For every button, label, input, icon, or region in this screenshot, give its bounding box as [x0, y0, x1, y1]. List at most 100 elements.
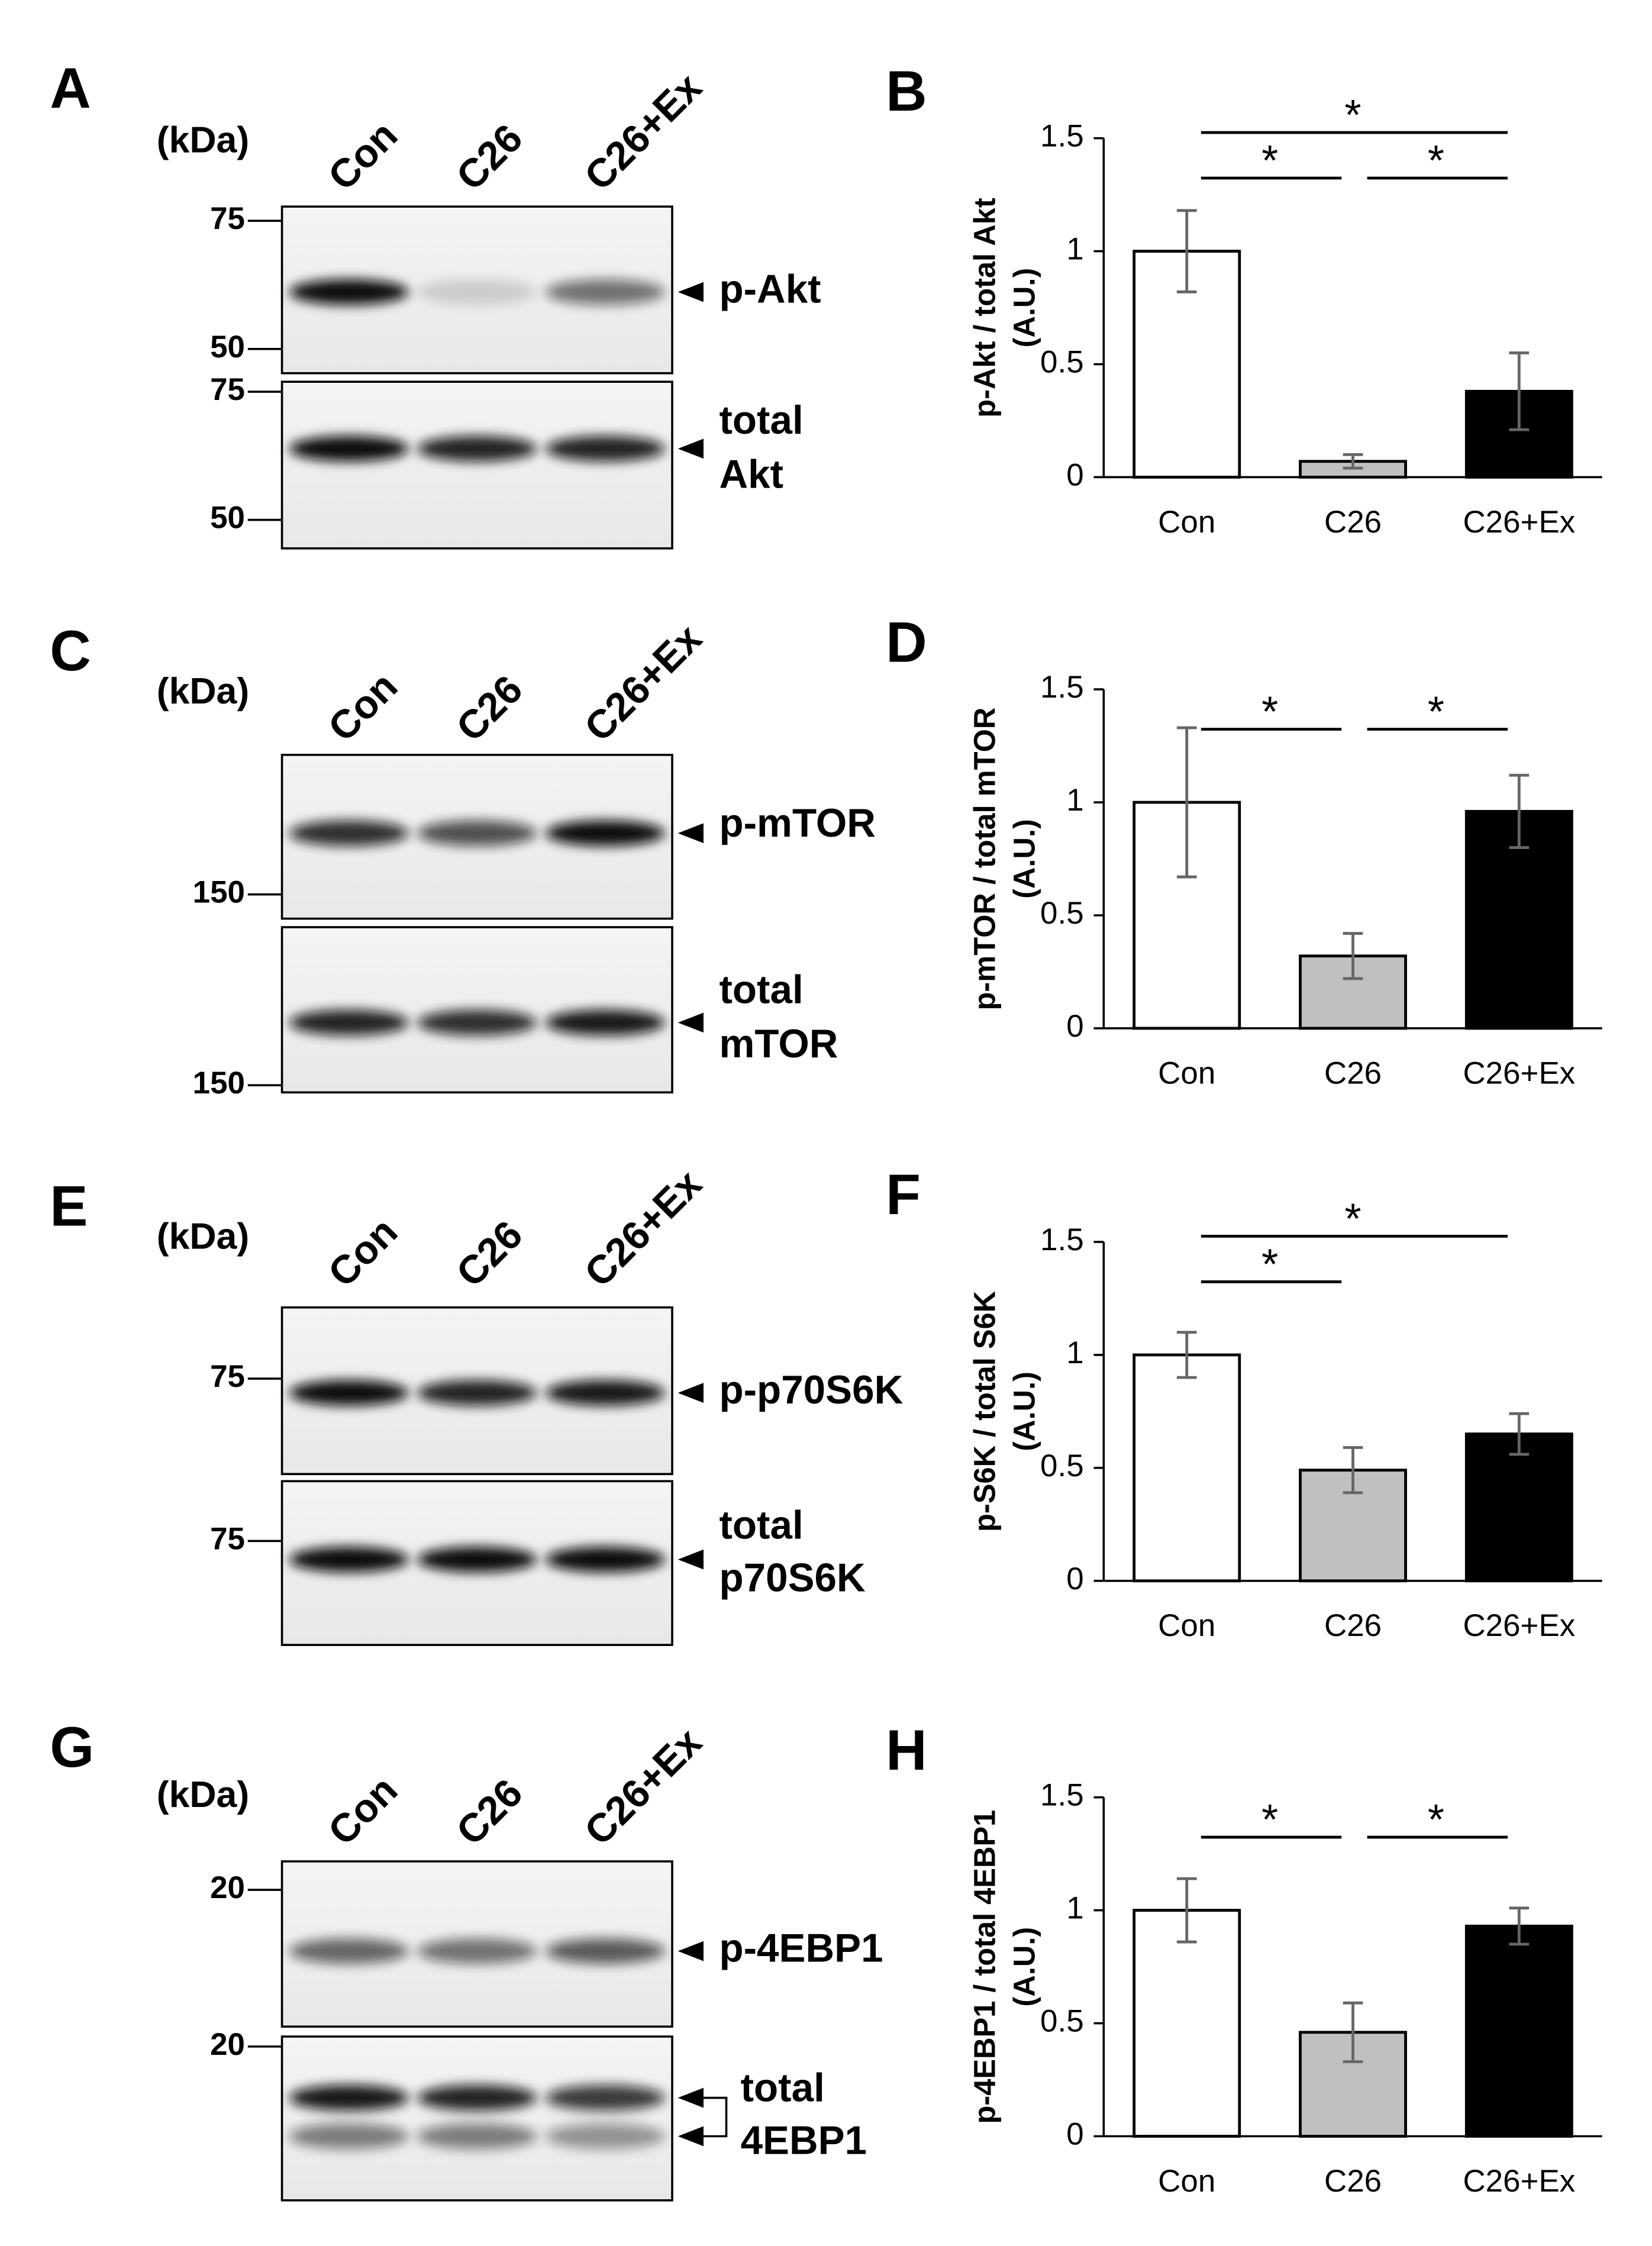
significance-label: * — [1428, 689, 1444, 736]
blot-band — [417, 2084, 537, 2111]
lane-label: C26 — [448, 1771, 531, 1854]
panel-letter: G — [50, 1716, 94, 1779]
unit-label: (kDa) — [157, 670, 249, 712]
significance-label: * — [1261, 689, 1278, 736]
blot-band — [289, 435, 409, 462]
blot-band — [545, 1547, 666, 1573]
blot-membrane — [280, 2035, 673, 2202]
panel-letter: E — [50, 1174, 88, 1238]
lane-label: C26+Ex — [576, 65, 711, 199]
blot-band — [289, 279, 409, 305]
blot-band — [417, 1547, 537, 1573]
lane-label: Con — [320, 1767, 406, 1854]
x-tick-label: Con — [1158, 1608, 1215, 1643]
x-tick-label: C26+Ex — [1463, 505, 1575, 540]
lane-label: C26+Ex — [576, 1720, 711, 1854]
y-tick-label: 1 — [1066, 232, 1083, 267]
y-axis-label: p-mTOR / total mTOR — [967, 708, 1001, 1011]
marker-label: 75 — [210, 201, 245, 236]
blot-band — [289, 2123, 409, 2150]
band-label: total — [741, 2066, 825, 2110]
blot-band — [417, 1938, 537, 1964]
y-tick-label: 1 — [1066, 1335, 1083, 1370]
significance-label: * — [1345, 92, 1361, 139]
y-axis-label: (A.U.) — [1008, 1372, 1041, 1451]
unit-label: (kDa) — [157, 1774, 249, 1815]
x-tick-label: Con — [1158, 1056, 1215, 1090]
y-axis-label: (A.U.) — [1008, 1927, 1041, 2007]
blot-membrane — [280, 380, 673, 550]
band-label: total — [719, 398, 803, 443]
band-label: p-p70S6K — [719, 1368, 903, 1412]
significance-label: * — [1261, 137, 1278, 185]
panel-letter: B — [886, 60, 927, 123]
blot-band — [289, 820, 409, 846]
lane-label: C26 — [448, 1212, 531, 1295]
band-arrow — [677, 1549, 704, 1570]
y-tick-label: 0.5 — [1040, 2004, 1084, 2039]
blot-band — [545, 1938, 666, 1964]
lane-label: C26 — [448, 116, 531, 199]
unit-label: (kDa) — [157, 119, 249, 160]
significance-label: * — [1261, 1796, 1278, 1844]
marker-label: 75 — [210, 372, 245, 407]
band-label: total — [719, 968, 803, 1012]
marker-label: 150 — [193, 1066, 245, 1101]
bar — [1464, 1432, 1573, 1583]
y-tick-label: 1.5 — [1040, 119, 1084, 154]
significance-label: * — [1428, 1796, 1444, 1844]
band-label: 4EBP1 — [741, 2118, 867, 2163]
y-tick-label: 1 — [1066, 783, 1083, 818]
panel-letter: F — [886, 1163, 921, 1227]
y-tick-label: 0 — [1066, 1561, 1083, 1596]
marker-label: 75 — [210, 1359, 245, 1394]
lane-label: Con — [320, 1209, 406, 1296]
blot-band — [545, 820, 666, 846]
bar — [1464, 1924, 1573, 2138]
x-tick-label: C26+Ex — [1463, 2164, 1575, 2199]
blot-band — [417, 1009, 537, 1035]
y-tick-label: 0 — [1066, 2116, 1083, 2151]
blot-band — [289, 1547, 409, 1573]
blot-band — [417, 820, 537, 846]
bar — [1132, 1909, 1241, 2138]
band-label: total — [719, 1503, 803, 1548]
y-tick-label: 1.5 — [1040, 670, 1084, 705]
marker-label: 50 — [210, 501, 245, 535]
lane-label: Con — [320, 664, 406, 750]
lane-label: C26 — [448, 667, 531, 750]
marker-label: 75 — [210, 1521, 245, 1556]
blot-band — [417, 435, 537, 462]
y-tick-label: 0.5 — [1040, 1448, 1084, 1483]
x-tick-label: C26+Ex — [1463, 1056, 1575, 1090]
blot-band — [545, 279, 666, 305]
marker-label: 20 — [210, 2027, 245, 2062]
x-tick-label: C26 — [1324, 1056, 1382, 1090]
x-tick-label: C26+Ex — [1463, 1608, 1575, 1643]
band-label: p-4EBP1 — [719, 1926, 883, 1970]
band-arrow — [677, 2126, 704, 2147]
y-tick-label: 1.5 — [1040, 1778, 1084, 1813]
band-arrow — [677, 1383, 704, 1403]
significance-label: * — [1261, 1241, 1278, 1288]
blot-band — [545, 1380, 666, 1406]
significance-label: * — [1428, 137, 1444, 185]
blot-band — [289, 1009, 409, 1035]
band-label: mTOR — [719, 1022, 838, 1066]
band-arrow — [677, 1941, 704, 1961]
panel-letter: D — [886, 611, 927, 674]
band-label: p-Akt — [719, 267, 821, 311]
blot-band — [289, 1938, 409, 1964]
unit-label: (kDa) — [157, 1216, 249, 1257]
blot-band — [289, 1380, 409, 1406]
panel-letter: C — [50, 619, 91, 683]
marker-label: 20 — [210, 1870, 245, 1905]
marker-label: 150 — [193, 875, 245, 910]
y-tick-label: 0.5 — [1040, 896, 1084, 931]
bar — [1464, 389, 1573, 479]
x-tick-label: Con — [1158, 505, 1215, 540]
blot-band — [417, 1380, 537, 1406]
band-label: p-mTOR — [719, 801, 876, 846]
panel-letter: H — [886, 1719, 927, 1782]
band-label: Akt — [719, 452, 783, 496]
